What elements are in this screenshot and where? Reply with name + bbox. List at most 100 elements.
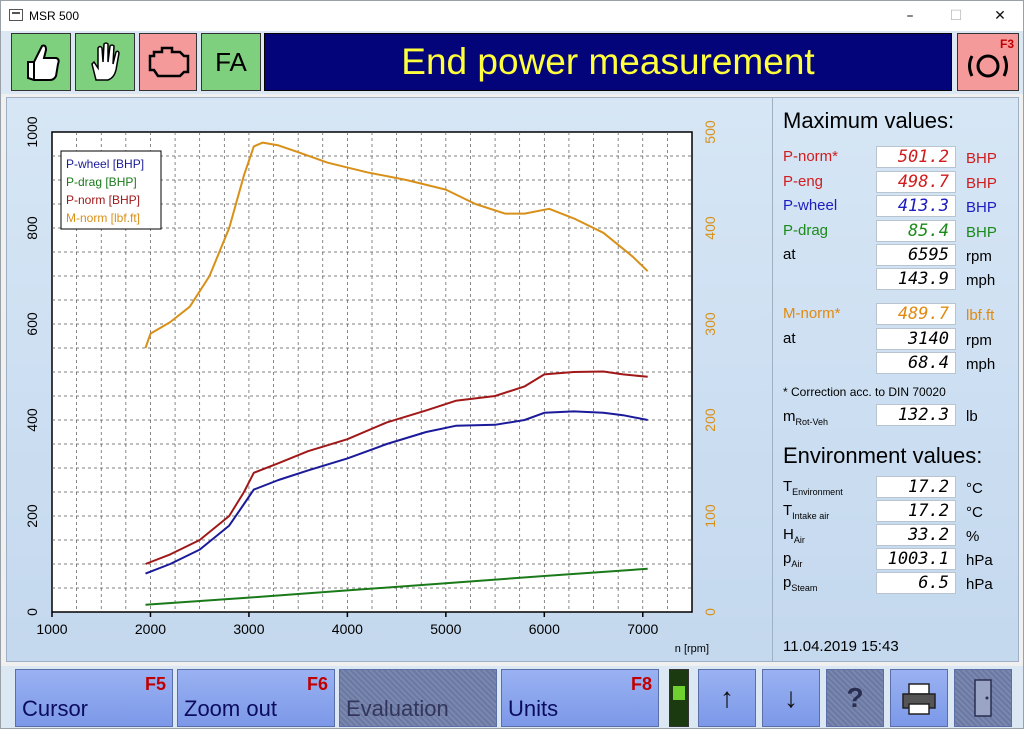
- zoom-out-label: Zoom out: [184, 696, 277, 721]
- zoom-out-button[interactable]: Zoom out F6: [177, 669, 335, 727]
- cursor-button[interactable]: Cursor F5: [15, 669, 173, 727]
- env-row-value: 17.2: [876, 476, 956, 498]
- env-row-unit: hPa: [966, 576, 993, 593]
- date-time: 11.04.2019 15:43: [783, 638, 899, 655]
- correction-note: * Correction acc. to DIN 70020: [783, 385, 946, 399]
- print-button[interactable]: [890, 669, 948, 727]
- max-row-unit: lbf.ft: [966, 307, 995, 324]
- env-row-label-sub: Steam: [791, 583, 818, 593]
- max-row-label: P-eng: [783, 173, 824, 190]
- max-row-unit: BHP: [966, 175, 997, 192]
- app-window: MSR 500 – ☐ ✕ FA End power measurement F…: [0, 0, 1024, 729]
- env-row-unit: °C: [966, 480, 983, 497]
- cursor-label: Cursor: [22, 696, 89, 721]
- toolbar: FA End power measurement F3: [1, 31, 1023, 94]
- hand-icon: [91, 42, 120, 81]
- hand-button[interactable]: [75, 33, 135, 91]
- max-row-value: 143.9: [876, 268, 956, 290]
- cursor-key: F5: [144, 674, 166, 694]
- y-left-tick-label: 200: [24, 504, 40, 528]
- max-row-value: 413.3: [876, 195, 956, 217]
- thumbs-up-icon: [27, 44, 60, 81]
- x-tick-label: 2000: [135, 621, 166, 637]
- env-row-label-sub: Air: [791, 559, 803, 569]
- window-title: MSR 500: [29, 9, 80, 23]
- env-row-label: TIntake air: [783, 502, 829, 521]
- max-row-unit: mph: [966, 272, 996, 289]
- exit-button[interactable]: [954, 669, 1012, 727]
- x-tick-label: 3000: [233, 621, 264, 637]
- y-left-tick-label: 1000: [24, 116, 40, 147]
- max-row-unit: BHP: [966, 224, 997, 241]
- env-row-value: 33.2: [876, 524, 956, 546]
- env-row-unit: hPa: [966, 552, 993, 569]
- page-title: End power measurement: [264, 33, 952, 91]
- x-axis-label: n [rpm]: [675, 643, 709, 655]
- arrow-down-button[interactable]: ↓: [762, 669, 820, 727]
- max-row-value: 498.7: [876, 171, 956, 193]
- max-row-value: 489.7: [876, 303, 956, 325]
- thumbs-up-button[interactable]: [11, 33, 71, 91]
- brake-icon: [968, 54, 1008, 78]
- y-right-tick-label: 300: [702, 312, 718, 336]
- evaluation-button[interactable]: Evaluation: [339, 669, 497, 727]
- env-row-label-main: T: [783, 478, 793, 495]
- status-led-light: [673, 686, 685, 700]
- max-row-unit: BHP: [966, 199, 997, 216]
- legend-box: [60, 150, 162, 230]
- close-button[interactable]: ✕: [994, 8, 1006, 24]
- help-button[interactable]: ?: [826, 669, 884, 727]
- status-led: [669, 669, 689, 727]
- y-right-tick-label: 400: [702, 216, 718, 240]
- y-left-tick-label: 800: [24, 216, 40, 240]
- mass-value: 132.3: [876, 404, 956, 426]
- max-row-label: at: [783, 330, 796, 347]
- max-row-value: 85.4: [876, 220, 956, 242]
- y-right-tick-label: 100: [702, 504, 718, 528]
- y-left-tick-label: 400: [24, 408, 40, 432]
- max-row-unit: mph: [966, 356, 996, 373]
- printer-icon: [902, 683, 936, 715]
- legend-item: P-wheel [BHP]: [66, 157, 144, 171]
- x-tick-label: 5000: [430, 621, 461, 637]
- zoom-out-key: F6: [306, 674, 328, 694]
- arrow-up-button[interactable]: ↑: [698, 669, 756, 727]
- max-row-unit: rpm: [966, 248, 992, 265]
- maximize-button[interactable]: ☐: [949, 8, 963, 24]
- env-row-value: 17.2: [876, 500, 956, 522]
- env-row-value: 1003.1: [876, 548, 956, 570]
- main-area: 1000 2000 3000 4000 5000 6000 7000 0 200 400 600 80…: [6, 97, 1019, 662]
- env-row-value: 6.5: [876, 572, 956, 594]
- power-chart[interactable]: 1000 2000 3000 4000 5000 6000 7000020040060080…: [7, 98, 772, 661]
- series-line-0: [145, 410, 648, 575]
- env-row-unit: °C: [966, 504, 983, 521]
- legend-item: M-norm [lbf.ft]: [66, 211, 140, 225]
- max-row-label: M-norm*: [783, 305, 841, 322]
- x-tick-label: 7000: [627, 621, 658, 637]
- units-label: Units: [508, 696, 559, 721]
- series-line-2: [145, 370, 648, 565]
- evaluation-label: Evaluation: [346, 696, 449, 721]
- max-row-label: P-drag: [783, 222, 829, 239]
- units-button[interactable]: Units F8: [501, 669, 659, 727]
- max-values-title: Maximum values:: [783, 108, 955, 133]
- series-line-3: [144, 141, 649, 349]
- max-row-label: P-norm*: [783, 148, 839, 165]
- minimize-button[interactable]: –: [906, 8, 914, 24]
- env-row-label-sub: Intake air: [792, 511, 830, 521]
- env-row-label-sub: Air: [793, 535, 805, 545]
- env-row-label-main: H: [783, 526, 794, 543]
- series-line-1: [145, 567, 648, 606]
- mass-label: mRot-Veh: [783, 408, 828, 427]
- engine-button[interactable]: [139, 33, 197, 91]
- y-right-tick-label: 200: [702, 408, 718, 432]
- max-row-value: 6595: [876, 244, 956, 266]
- y-left-tick-label: 0: [24, 608, 40, 616]
- env-row-unit: %: [966, 528, 980, 545]
- app-icon: [9, 9, 23, 21]
- y-left-tick-label: 600: [24, 312, 40, 336]
- fa-button[interactable]: FA: [201, 33, 261, 91]
- brake-button[interactable]: F3: [957, 33, 1019, 91]
- bottom-bar: Cursor F5 Zoom out F6 Evaluation Units F…: [1, 666, 1023, 728]
- env-row-label-main: T: [783, 502, 793, 519]
